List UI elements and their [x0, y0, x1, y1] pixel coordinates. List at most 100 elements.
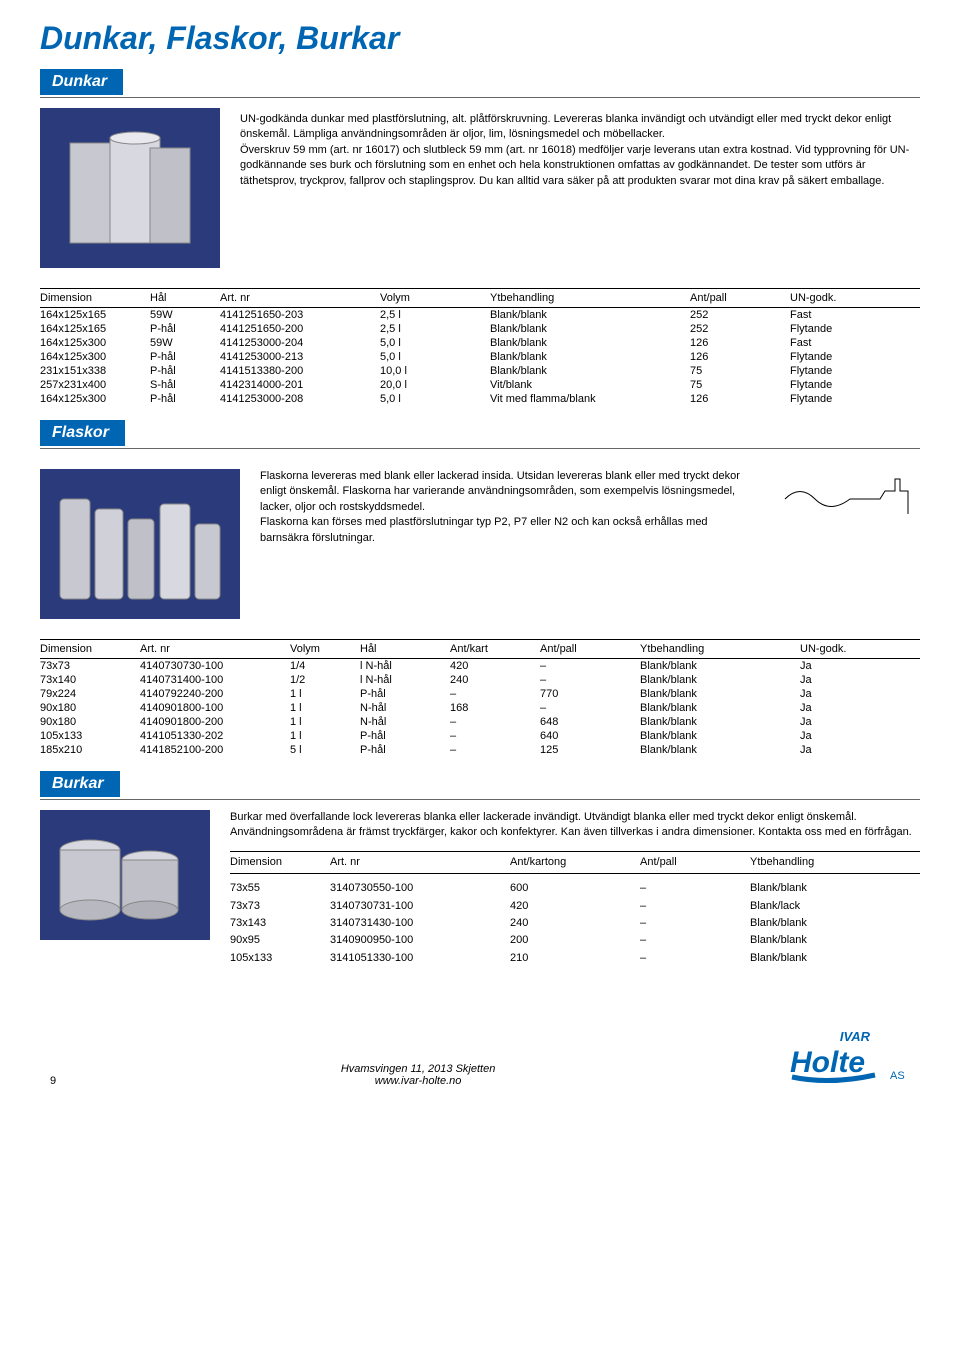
dunkar-table: DimensionHålArt. nrVolymYtbehandlingAnt/…	[40, 288, 920, 406]
table-header-cell: Ant/kartong	[510, 855, 640, 870]
table-cell: 90x180	[40, 716, 140, 728]
table-header-cell: Dimension	[40, 643, 140, 655]
table-cell: 420	[510, 899, 640, 914]
section-tab-burkar: Burkar	[40, 771, 120, 797]
table-header-cell: Ant/kart	[450, 643, 540, 655]
table-cell: 4141253000-208	[220, 393, 380, 405]
table-row: 164x125x300P-hål4141253000-2085,0 lVit m…	[40, 392, 920, 406]
table-cell: Blank/blank	[750, 933, 870, 948]
table-cell: 1/2	[290, 674, 360, 686]
table-cell: Blank/blank	[640, 702, 800, 714]
table-cell: 2,5 l	[380, 309, 490, 321]
table-row: 164x125x16559W4141251650-2032,5 lBlank/b…	[40, 308, 920, 322]
table-cell: 4140792240-200	[140, 688, 290, 700]
table-cell: Ja	[800, 716, 870, 728]
table-cell: Blank/blank	[750, 916, 870, 931]
table-row: 105x133 3141051330-100210–Blank/blank	[230, 950, 920, 967]
table-cell: –	[450, 688, 540, 700]
table-cell: Blank/blank	[490, 337, 690, 349]
table-row: 73x733140730731-100420–Blank/lack	[230, 898, 920, 915]
table-row: 73x734140730730-1001/4l N-hål420–Blank/b…	[40, 659, 920, 673]
burkar-product-image	[40, 810, 210, 940]
table-cell: 4140901800-100	[140, 702, 290, 714]
table-cell: 240	[510, 916, 640, 931]
dunkar-intro-text: UN-godkända dunkar med plastförslutning,…	[240, 108, 920, 268]
footer-address: Hvamsvingen 11, 2013 Skjetten www.ivar-h…	[341, 1063, 496, 1087]
page-main-title: Dunkar, Flaskor, Burkar	[40, 20, 920, 57]
table-cell: 73x73	[40, 660, 140, 672]
table-cell: Blank/blank	[640, 730, 800, 742]
table-cell: 75	[690, 365, 790, 377]
table-cell: 1/4	[290, 660, 360, 672]
table-cell: 4142314000-201	[220, 379, 380, 391]
flaskor-intro-text: Flaskorna levereras med blank eller lack…	[260, 469, 760, 546]
table-header-cell: Volym	[290, 643, 360, 655]
table-cell: Ja	[800, 688, 870, 700]
table-cell: Fast	[790, 337, 870, 349]
section-underline	[40, 448, 920, 449]
table-cell: l N-hål	[360, 674, 450, 686]
table-cell: 105x133	[230, 951, 330, 966]
section-underline	[40, 799, 920, 800]
table-header-cell: Ytbehandling	[750, 855, 870, 870]
table-cell: 4140730730-100	[140, 660, 290, 672]
table-cell: Blank/blank	[490, 365, 690, 377]
table-cell: –	[640, 951, 750, 966]
table-cell: 4141251650-200	[220, 323, 380, 335]
table-cell: 770	[540, 688, 640, 700]
table-cell: 4141253000-213	[220, 351, 380, 363]
table-cell: 200	[510, 933, 640, 948]
cap-outline-icon	[780, 469, 920, 519]
logo-holte-text: Holte	[790, 1046, 865, 1079]
table-cell: –	[640, 899, 750, 914]
table-cell: 164x125x165	[40, 309, 150, 321]
table-cell: –	[450, 730, 540, 742]
table-cell: –	[640, 916, 750, 931]
table-header-cell: Art. nr	[330, 855, 510, 870]
table-cell: 3140730731-100	[330, 899, 510, 914]
table-header-cell: Dimension	[40, 292, 150, 304]
table-cell: Blank/blank	[750, 881, 870, 896]
table-cell: 1 l	[290, 730, 360, 742]
flaskor-table: DimensionArt. nrVolymHålAnt/kartAnt/pall…	[40, 639, 920, 757]
table-cell: 79x224	[40, 688, 140, 700]
table-row: 79x2244140792240-2001 lP-hål–770Blank/bl…	[40, 687, 920, 701]
table-cell: 126	[690, 393, 790, 405]
table-row: 164x125x30059W4141253000-2045,0 lBlank/b…	[40, 336, 920, 350]
table-cell: 5,0 l	[380, 393, 490, 405]
table-cell: Blank/blank	[640, 660, 800, 672]
table-cell: 600	[510, 881, 640, 896]
table-row: 73x1404140731400-1001/2l N-hål240–Blank/…	[40, 673, 920, 687]
table-cell: 4141852100-200	[140, 744, 290, 756]
flaskor-intro-block: Flaskorna levereras med blank eller lack…	[40, 469, 920, 619]
table-row: 73x553140730550-100600–Blank/blank	[230, 880, 920, 897]
table-cell: l N-hål	[360, 660, 450, 672]
table-cell: 164x125x300	[40, 393, 150, 405]
table-header-cell: Ant/pall	[540, 643, 640, 655]
table-row: 73x1433140731430-100240–Blank/blank	[230, 915, 920, 932]
table-cell: Blank/blank	[490, 309, 690, 321]
page-footer: 9 Hvamsvingen 11, 2013 Skjetten www.ivar…	[40, 1027, 920, 1087]
table-cell: Ja	[800, 660, 870, 672]
table-cell: Ja	[800, 702, 870, 714]
table-row: 257x231x400S-hål4142314000-20120,0 lVit/…	[40, 378, 920, 392]
table-cell: 73x143	[230, 916, 330, 931]
table-cell: 252	[690, 323, 790, 335]
table-cell: 231x151x338	[40, 365, 150, 377]
table-header-cell: Ant/pall	[690, 292, 790, 304]
table-cell: P-hål	[360, 688, 450, 700]
section-underline	[40, 97, 920, 98]
table-cell: P-hål	[360, 744, 450, 756]
table-header-cell: Art. nr	[140, 643, 290, 655]
table-cell: N-hål	[360, 702, 450, 714]
table-cell: 125	[540, 744, 640, 756]
table-header-cell: Hål	[150, 292, 220, 304]
table-cell: Vit/blank	[490, 379, 690, 391]
table-cell: Ja	[800, 744, 870, 756]
table-cell: 73x140	[40, 674, 140, 686]
dunkar-intro-block: UN-godkända dunkar med plastförslutning,…	[40, 108, 920, 268]
table-cell: 648	[540, 716, 640, 728]
table-row: 90x1804140901800-1001 lN-hål168–Blank/bl…	[40, 701, 920, 715]
table-cell: Ja	[800, 674, 870, 686]
burkar-intro-block: Burkar med överfallande lock levereras b…	[40, 810, 920, 967]
